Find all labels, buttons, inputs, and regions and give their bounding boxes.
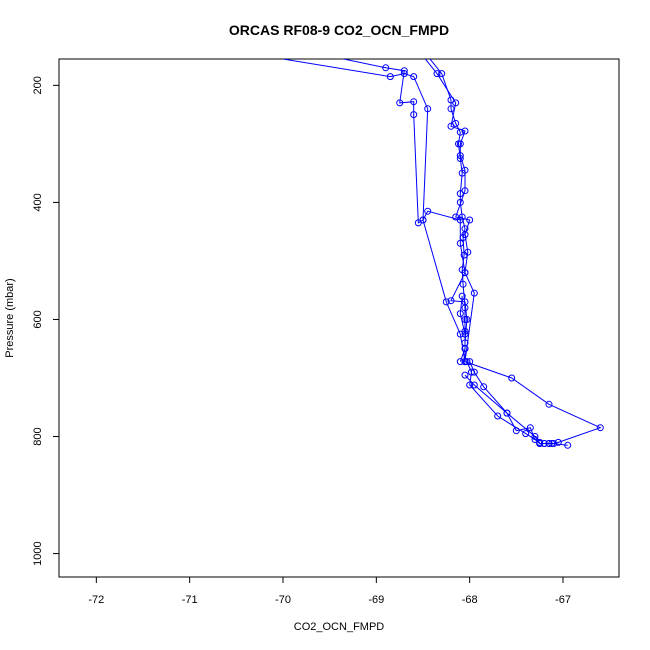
- data-point: [461, 345, 469, 353]
- data-point: [463, 358, 471, 366]
- data-point: [424, 105, 432, 113]
- data-point: [410, 111, 418, 119]
- data-point: [480, 383, 488, 391]
- plot-area: [282, 59, 604, 449]
- y-axis: 200 400 600 800 1000: [32, 76, 59, 566]
- x-tick-label: -71: [182, 594, 198, 606]
- data-point: [464, 248, 472, 256]
- data-point: [456, 239, 464, 247]
- data-point: [461, 127, 469, 135]
- data-point: [410, 73, 418, 81]
- data-point: [438, 70, 446, 78]
- series-line: [459, 296, 466, 362]
- data-point: [461, 371, 469, 379]
- data-point: [596, 424, 604, 432]
- data-point: [433, 70, 441, 78]
- data-point: [554, 438, 562, 446]
- y-tick-label: 800: [32, 427, 44, 445]
- data-point: [463, 316, 471, 323]
- x-axis-label: CO2_OCN_FMPD: [294, 621, 385, 633]
- data-point: [382, 64, 390, 72]
- data-point: [536, 438, 544, 446]
- data-point: [494, 412, 502, 420]
- data-point: [456, 152, 464, 160]
- data-point: [456, 330, 464, 338]
- data-point: [466, 216, 474, 224]
- y-tick-label: 600: [32, 310, 44, 328]
- plot-frame: [58, 58, 620, 578]
- data-point: [466, 358, 474, 366]
- chart-title: ORCAS RF08-9 CO2_OCN_FMPD: [229, 22, 449, 38]
- data-point: [396, 99, 404, 107]
- data-point: [461, 187, 469, 195]
- data-point: [468, 368, 475, 376]
- series-line: [282, 59, 466, 362]
- data-point: [470, 289, 478, 297]
- data-point: [461, 330, 469, 338]
- data-point: [458, 292, 466, 300]
- data-point: [466, 381, 474, 389]
- x-tick-label: -68: [462, 594, 478, 606]
- y-tick-label: 1000: [32, 541, 44, 565]
- x-axis: -72 -71 -70 -69 -68 -67: [88, 577, 571, 606]
- data-point: [447, 297, 455, 305]
- data-point: [548, 440, 556, 447]
- data-point: [526, 424, 534, 432]
- x-tick-label: -70: [275, 594, 291, 606]
- data-point: [452, 99, 460, 107]
- series-line: [424, 59, 471, 362]
- data-point: [522, 430, 530, 438]
- data-point: [456, 216, 464, 224]
- data-point: [442, 298, 450, 306]
- y-tick-label: 400: [32, 193, 44, 211]
- series-line: [429, 59, 466, 362]
- data-point: [400, 70, 408, 78]
- data-point: [447, 122, 455, 130]
- data-point: [447, 105, 455, 113]
- data-point: [564, 441, 572, 449]
- x-tick-label: -69: [368, 594, 384, 606]
- data-point: [456, 140, 464, 148]
- data-point: [456, 358, 464, 366]
- data-point: [545, 440, 553, 447]
- data-point: [461, 166, 469, 174]
- data-point: [461, 358, 469, 366]
- data-point: [461, 231, 469, 239]
- data-point: [456, 310, 464, 318]
- x-tick-label: -67: [555, 594, 571, 606]
- data-point: [461, 269, 469, 277]
- data-point: [508, 374, 516, 382]
- data-point: [470, 381, 478, 389]
- data-point: [386, 73, 394, 81]
- data-point: [540, 440, 548, 447]
- data-point: [419, 216, 427, 224]
- data-point: [424, 207, 432, 215]
- x-tick-label: -72: [88, 594, 104, 606]
- data-point: [459, 280, 467, 288]
- data-point: [503, 409, 511, 417]
- data-point: [410, 98, 418, 106]
- y-axis-label: Pressure (mbar): [4, 278, 16, 357]
- y-tick-label: 200: [32, 76, 44, 94]
- data-point: [545, 400, 553, 408]
